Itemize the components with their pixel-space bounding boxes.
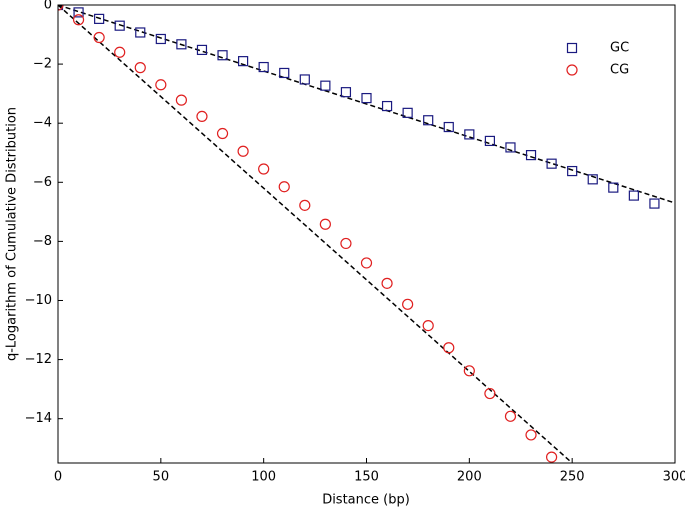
y-tick-label: −12 — [25, 352, 52, 367]
point — [484, 387, 496, 400]
point — [546, 158, 557, 169]
legend-label: GC — [610, 41, 629, 56]
point — [279, 67, 290, 79]
point — [217, 50, 228, 61]
y-tick-label: −4 — [33, 116, 52, 131]
fit-line — [58, 5, 675, 204]
y-tick-label: −10 — [25, 293, 52, 308]
y-tick-label: −2 — [33, 57, 52, 72]
y-tick-label: −6 — [33, 175, 52, 190]
point — [114, 46, 126, 58]
point — [134, 62, 146, 74]
point — [545, 451, 558, 463]
x-tick-label: 200 — [457, 470, 482, 485]
point — [402, 107, 413, 118]
point — [360, 257, 373, 269]
x-tick-label: 250 — [560, 470, 585, 485]
point — [258, 163, 270, 175]
point — [299, 74, 310, 85]
point — [320, 80, 331, 91]
point — [504, 410, 517, 422]
fit-line — [58, 5, 573, 463]
point — [176, 39, 187, 50]
plot-area — [58, 5, 675, 463]
point — [278, 181, 290, 193]
point — [381, 277, 393, 289]
point — [463, 365, 475, 377]
y-axis-label: q-Logarithm of Cumulative Distribution — [5, 107, 20, 361]
point — [423, 115, 434, 126]
point — [464, 129, 475, 140]
x-tick-label: 100 — [251, 470, 276, 485]
y-tick-label: 0 — [44, 0, 52, 13]
point — [237, 145, 249, 157]
point — [72, 14, 85, 26]
legend-marker — [566, 64, 578, 76]
point — [196, 44, 208, 56]
point — [525, 150, 537, 161]
y-tick-label: −8 — [33, 234, 52, 249]
point — [114, 20, 125, 31]
point — [175, 94, 187, 106]
point — [587, 174, 598, 185]
plot-frame — [57, 4, 676, 464]
point — [340, 87, 352, 98]
legend-label: CG — [610, 63, 629, 78]
x-tick-label: 300 — [663, 470, 685, 485]
point — [422, 320, 434, 332]
point — [155, 33, 166, 45]
point — [299, 199, 311, 211]
point — [443, 121, 454, 133]
point — [505, 142, 516, 153]
point — [238, 56, 249, 67]
x-tick-label: 50 — [153, 470, 170, 485]
point — [258, 61, 269, 73]
legend-marker — [566, 42, 578, 54]
point — [361, 92, 372, 104]
point — [93, 31, 105, 44]
point — [94, 13, 105, 24]
x-tick-label: 150 — [354, 470, 379, 485]
point — [608, 182, 619, 193]
point — [443, 342, 455, 354]
x-tick-label: 0 — [54, 470, 62, 485]
point — [567, 165, 578, 177]
point — [381, 100, 393, 112]
point — [196, 110, 208, 122]
y-tick-label: −14 — [25, 411, 52, 426]
point — [649, 198, 660, 209]
point — [216, 127, 229, 140]
point — [525, 429, 537, 441]
point — [484, 135, 495, 147]
point — [402, 298, 414, 310]
x-axis-label: Distance (bp) — [322, 493, 410, 508]
point — [340, 237, 352, 250]
point — [319, 218, 331, 230]
point — [73, 7, 84, 18]
point — [155, 79, 167, 91]
point — [628, 190, 639, 201]
point — [135, 27, 146, 38]
